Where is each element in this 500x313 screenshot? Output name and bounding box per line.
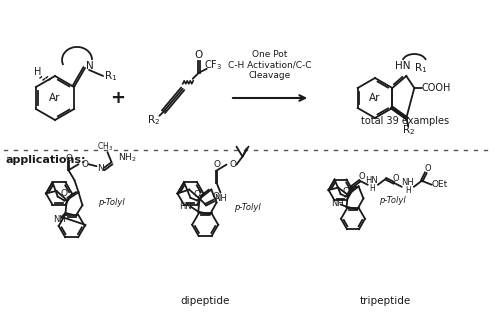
Text: HN: HN [179, 202, 192, 211]
Text: +: + [110, 89, 126, 107]
Text: applications:: applications: [6, 155, 86, 165]
Text: dipeptide: dipeptide [180, 296, 230, 306]
Text: NH: NH [52, 215, 66, 224]
Text: NH: NH [214, 194, 227, 203]
Text: Ar: Ar [49, 93, 61, 103]
Text: CH$_3$: CH$_3$ [98, 141, 114, 153]
Text: O: O [424, 164, 431, 173]
Text: N: N [86, 61, 94, 71]
Text: Ar: Ar [369, 93, 381, 103]
Text: O: O [65, 154, 72, 163]
Polygon shape [392, 107, 406, 118]
Text: O: O [392, 174, 399, 183]
Text: R$_2$: R$_2$ [147, 113, 160, 127]
Text: H: H [405, 186, 410, 195]
Text: total 39 examples: total 39 examples [361, 116, 449, 126]
Text: O: O [81, 160, 88, 169]
Text: O: O [194, 50, 203, 60]
Text: NH: NH [402, 178, 414, 187]
Text: COOH: COOH [422, 83, 451, 93]
Text: N: N [97, 164, 104, 173]
Text: H: H [369, 184, 374, 193]
Text: CF$_3$: CF$_3$ [204, 58, 222, 72]
Text: tripeptide: tripeptide [360, 296, 410, 306]
Text: R$_1$: R$_1$ [414, 61, 427, 75]
Text: One Pot
C-H Activation/C-C
Cleavage: One Pot C-H Activation/C-C Cleavage [228, 50, 312, 80]
Text: NH: NH [330, 199, 344, 208]
Text: O: O [212, 192, 219, 201]
Text: H: H [34, 67, 42, 77]
Text: R$_2$: R$_2$ [402, 123, 415, 137]
Text: O: O [358, 172, 365, 181]
Text: OEt: OEt [432, 180, 448, 189]
Text: p-Tolyl: p-Tolyl [98, 198, 125, 207]
Text: HN: HN [394, 61, 410, 71]
Text: p-Tolyl: p-Tolyl [380, 196, 406, 205]
Text: O: O [60, 189, 67, 198]
Text: p-Tolyl: p-Tolyl [234, 203, 261, 212]
Text: HN: HN [366, 176, 378, 185]
Text: NH$_2$: NH$_2$ [118, 152, 137, 164]
Text: O: O [213, 160, 220, 169]
Text: O: O [229, 160, 236, 169]
Text: O: O [193, 190, 200, 199]
Text: R$_1$: R$_1$ [104, 69, 118, 83]
Text: O: O [342, 187, 349, 196]
